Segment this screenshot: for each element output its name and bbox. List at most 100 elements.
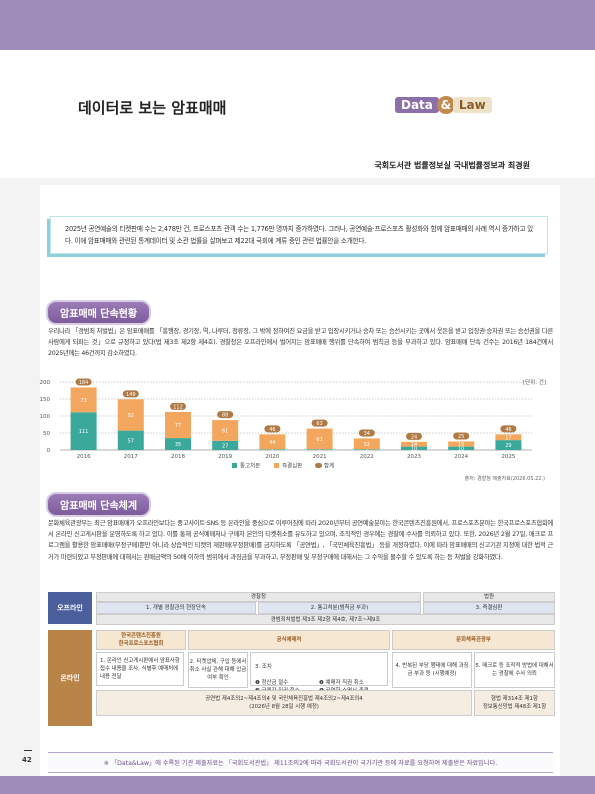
org: 법원	[423, 592, 555, 602]
logo-amp: &	[436, 96, 455, 114]
step: 2. 티켓업체, 구입 등에서 취소 사실 관해 대해 입금 여부 확인	[188, 652, 248, 688]
total-label: 184	[79, 380, 89, 386]
bar-segment	[306, 428, 333, 450]
bar-segment	[259, 449, 286, 450]
x-tick-label: 2025	[501, 454, 515, 460]
org: 경찰청	[96, 592, 421, 602]
author: 국회도서관 법률정보실 국내법률정보과 최경원	[374, 161, 530, 170]
action: ❷ 예매자 직권 취소	[319, 680, 364, 686]
x-tick-label: 2024	[454, 454, 468, 460]
top-band	[0, 0, 595, 50]
value-label: 92	[128, 413, 134, 419]
step-group: 3. 조치 ❶ 정산금 절수❷ 예매자 직권 취소❸ 구매자 직권 취소❹ 공연…	[250, 652, 388, 694]
value-label: 32	[364, 442, 370, 448]
page-number: 42	[22, 756, 32, 764]
action: ❶ 정산금 절수	[255, 680, 289, 686]
bar-segment	[117, 399, 144, 431]
value-label: 2	[271, 448, 274, 454]
total-label: 88	[222, 413, 228, 419]
legend-label: 즉결심판	[282, 462, 302, 470]
value-label: 111	[79, 429, 89, 435]
legend-item: 통고처분	[232, 462, 260, 470]
law: 형법 제314조 제1항 정보통신망법 제48조 제1항	[474, 690, 555, 716]
legend-label: 합계	[324, 462, 334, 470]
bar-segment	[448, 441, 475, 447]
bar-segment	[212, 440, 239, 450]
value-label: 10	[411, 446, 417, 452]
law: 경범죄처벌법 제3조 제2항 제4호, 제7조~제9조	[96, 614, 555, 625]
step: 3. 즉결심판	[423, 602, 555, 614]
total-marker	[264, 425, 281, 433]
bar-segment	[306, 449, 333, 450]
value-label: 2	[318, 448, 321, 454]
section-heading: 암표매매 단속현황	[46, 300, 152, 325]
value-label: 27	[222, 443, 228, 449]
legend-label: 통고처분	[240, 462, 260, 470]
step: 1. 온라인 신고게시판에서 암표사항 접수 내용을 조사, 식별후 예매처에 …	[96, 652, 184, 686]
y-tick-label: 100	[40, 414, 51, 420]
y-tick-label: 200	[40, 380, 51, 386]
bar-segment	[70, 412, 97, 450]
offline-label: 오프라인	[48, 592, 92, 624]
diagram: 오프라인 경찰청 법원 1. 개별 경찰관의 현장단속 2. 통고처분(범칙금 …	[48, 592, 555, 794]
value-label: 17	[505, 435, 511, 441]
value-label: 61	[316, 437, 322, 443]
page-rule	[24, 750, 32, 751]
value-label: 14	[411, 442, 417, 448]
value-label: 2	[365, 448, 368, 454]
online-label: 온라인	[48, 630, 92, 726]
section-text: 문화체육관광부는 최근 암표매매가 오프라인보다는 중고사이트·SNS 등 온라…	[48, 520, 553, 561]
bottom-band	[0, 776, 595, 794]
bar-segment	[70, 387, 97, 413]
logo: Data & Law	[395, 96, 492, 114]
total-marker	[170, 402, 186, 410]
bar-segment	[448, 446, 475, 450]
y-tick-label: 150	[40, 397, 51, 403]
step: 3. 조치	[255, 664, 272, 670]
section-text: 우리나라 「경범죄 처벌법」은 암표매매를 「흥행장, 경기장, 역, 나루터,…	[48, 328, 553, 358]
legend-swatch	[232, 463, 237, 468]
x-tick-label: 2022	[360, 454, 374, 460]
total-label: 112	[173, 404, 183, 410]
total-label: 24	[411, 434, 417, 440]
bar-segment	[165, 411, 191, 439]
value-label: 35	[175, 442, 181, 448]
total-marker	[500, 425, 517, 433]
step: 1. 개별 경찰관의 현장단속	[96, 602, 256, 614]
law: 공연법 제4조의2~제4조의4 및 국민체육진흥법 제4조의2~제4조의4 (2…	[96, 690, 472, 716]
footnote: ※ 「Data&Law」에 수록된 기관 제출자료는 「국회도서관법」 제11조…	[48, 752, 553, 773]
y-tick-label: 0	[47, 448, 51, 454]
legend-item: 합계	[315, 462, 334, 470]
bar-segment	[401, 446, 427, 450]
x-tick-label: 2020	[265, 454, 279, 460]
x-tick-label: 2021	[313, 454, 327, 460]
total-label: 25	[458, 434, 464, 440]
logo-right: Law	[452, 97, 492, 113]
bar-segment	[495, 434, 522, 441]
source: 출처: 경찰청 제출자료(2026.05.22.)	[465, 475, 545, 482]
total-label: 34	[364, 431, 370, 437]
unit-note: [단위: 건]	[523, 378, 546, 386]
step: 4. 반복된 부당 행태에 대해 과징금 부과 등 (시행예정)	[392, 652, 472, 688]
bar-segment	[401, 441, 427, 447]
step: 5. 매크로 등 조작적 방법에 대해서는 경찰에 수사 의뢰	[474, 652, 555, 688]
org: 문화체육관광부	[392, 630, 555, 650]
x-tick-label: 2017	[124, 454, 138, 460]
x-tick-label: 2018	[171, 454, 185, 460]
x-tick-label: 2019	[218, 454, 232, 460]
value-label: 57	[128, 438, 134, 444]
total-marker	[453, 432, 470, 440]
bar-segment	[259, 434, 286, 450]
value-label: 77	[175, 423, 181, 429]
total-marker	[75, 378, 92, 386]
value-label: 10	[458, 446, 464, 452]
bar-segment	[353, 438, 380, 450]
total-label: 46	[505, 427, 511, 433]
bar-segment	[353, 449, 380, 450]
logo-left: Data	[395, 97, 439, 113]
value-label: 61	[222, 428, 228, 434]
summary: 2025년 공연예술의 티켓판매 수는 2,478만 건, 프로스포츠 관객 수…	[50, 216, 548, 254]
total-marker	[217, 411, 234, 419]
total-label: 149	[126, 392, 136, 398]
